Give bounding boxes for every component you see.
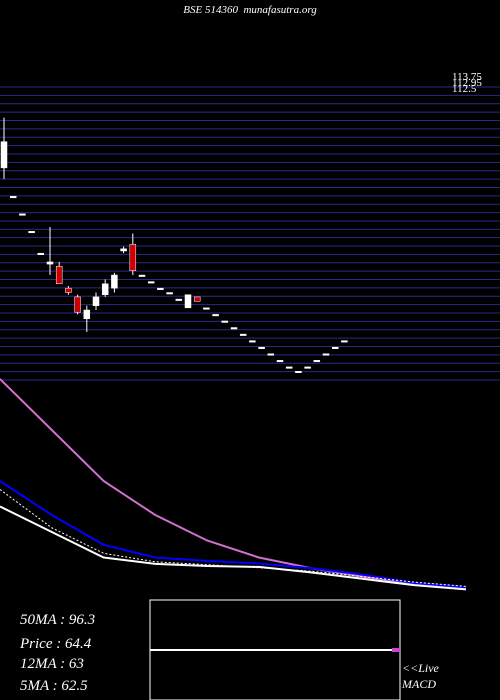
tick-label: 112.95: [452, 77, 482, 89]
candle-body: [322, 353, 330, 356]
macd-label: <<Live MACD: [402, 660, 439, 692]
candle: [111, 272, 118, 293]
chart-header: BSE 514360 munafasutra.org: [0, 4, 500, 16]
candle-body: [304, 366, 311, 369]
macd-marker: [392, 648, 400, 652]
candle: [65, 285, 72, 295]
candle-body: [92, 296, 100, 306]
candle-body: [258, 346, 265, 349]
candle: [74, 294, 81, 315]
candle-body: [111, 274, 118, 289]
candle-body: [55, 266, 63, 285]
ma-line: [0, 480, 467, 589]
candle: [221, 320, 229, 323]
candle: [9, 196, 17, 199]
candle-body: [19, 213, 26, 216]
candle: [55, 261, 63, 285]
candle: [19, 213, 26, 216]
candle-body: [193, 296, 201, 302]
candle-body: [267, 353, 275, 356]
candle-body: [249, 340, 256, 343]
candle: [267, 353, 275, 356]
candle-body: [129, 244, 137, 271]
candle-body: [276, 360, 284, 363]
candle: [175, 298, 183, 301]
candle-body: [331, 346, 339, 349]
ma5-label: 5MA : 62.5: [20, 678, 88, 694]
candle-body: [221, 320, 229, 323]
candle-body: [313, 360, 321, 363]
candle-body: [230, 327, 238, 330]
site-label: munafasutra.org: [243, 4, 317, 16]
candle: [313, 360, 321, 363]
candle: [193, 296, 201, 302]
moving-averages: [0, 378, 467, 591]
price-gridlines: [0, 86, 500, 381]
candle: [83, 305, 91, 332]
ma-line: [0, 489, 467, 587]
price-label: Price : 64.4: [20, 636, 92, 652]
candle-body: [239, 333, 247, 336]
candle: [322, 353, 330, 356]
macd-panel: [149, 599, 401, 700]
candle: [0, 117, 8, 179]
candle-body: [285, 366, 293, 369]
candle: [157, 287, 164, 290]
candle: [129, 233, 137, 276]
tick-label: 112.5: [452, 83, 477, 95]
candle: [203, 307, 210, 310]
candle: [147, 281, 155, 284]
candle-body: [184, 294, 192, 309]
candle-body: [46, 261, 54, 265]
candle: [341, 340, 348, 343]
candle: [258, 346, 265, 349]
candle-body: [120, 248, 127, 252]
candle: [295, 371, 302, 374]
candle: [92, 292, 100, 311]
candle: [285, 366, 293, 369]
candle-body: [65, 287, 72, 293]
candles: [0, 117, 348, 374]
candle-body: [295, 371, 302, 374]
candle-body: [341, 340, 348, 343]
candle-body: [37, 252, 45, 255]
candle: [46, 226, 54, 276]
candle: [37, 252, 45, 255]
macd-live-label: <<Live: [402, 661, 439, 675]
candle: [138, 274, 146, 277]
candle: [239, 333, 247, 336]
candle-body: [138, 274, 146, 277]
candle: [331, 346, 339, 349]
candle-body: [147, 281, 155, 284]
ma12-label: 12MA : 63: [20, 656, 84, 672]
candle-body: [212, 314, 219, 317]
candle: [28, 231, 35, 234]
candle: [184, 294, 192, 309]
candle: [212, 314, 219, 317]
candle-body: [9, 196, 17, 199]
candle-body: [203, 307, 210, 310]
ma-line: [0, 378, 467, 589]
candle-body: [28, 231, 35, 234]
candle: [276, 360, 284, 363]
candle-body: [83, 309, 91, 320]
candle-body: [166, 292, 173, 295]
candle-body: [101, 283, 109, 295]
candle: [230, 327, 238, 330]
candle-body: [74, 296, 81, 313]
candle: [249, 340, 256, 343]
candle: [166, 292, 173, 295]
tick-label: 113.75: [452, 71, 482, 83]
candle: [304, 366, 311, 369]
ma50-label: 50MA : 96.3: [20, 612, 96, 628]
candle: [120, 246, 127, 254]
candle-body: [0, 141, 8, 169]
macd-name-label: MACD: [402, 677, 436, 691]
symbol-label: BSE 514360: [183, 4, 238, 16]
candle-body: [175, 298, 183, 301]
candle: [101, 279, 109, 297]
candle-body: [157, 287, 164, 290]
